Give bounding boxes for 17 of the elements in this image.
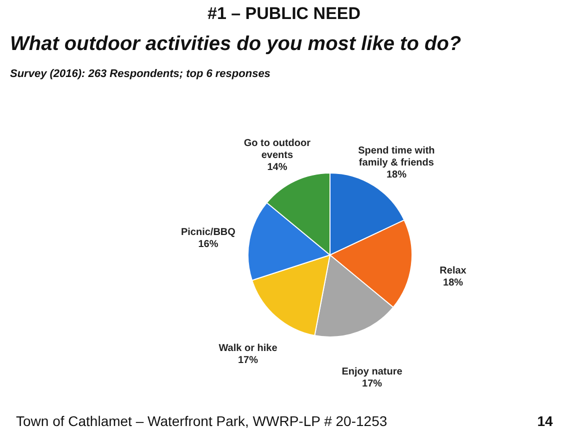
text: Survey (2016): 263 Respondents; top 6 responses <box>10 68 270 80</box>
data-label: 16% <box>198 238 218 250</box>
chart-title: #1 – PUBLIC NEED <box>207 4 361 23</box>
slice-label: Relax <box>440 266 467 277</box>
slice-label: Go to outdoor events <box>244 138 311 161</box>
data-label: 17% <box>238 355 258 366</box>
slice-label: Walk or hike <box>218 343 278 354</box>
chart-subtitle: What outdoor activities do you most like to do? <box>10 33 462 55</box>
slice-label: Spend time with family & friends <box>358 145 435 168</box>
data-label: 18% <box>443 278 464 289</box>
data-label: 14% <box>267 162 288 173</box>
text: Town of Cathlamet – Waterfront Park, WWRP-LP # 20-1253 <box>16 413 388 429</box>
slice-label: Enjoy nature <box>342 366 403 378</box>
text: 14 <box>537 413 553 429</box>
slice-label: Picnic/BBQ <box>180 226 236 238</box>
data-label: 18% <box>386 169 407 180</box>
data-label: 17% <box>362 378 382 390</box>
